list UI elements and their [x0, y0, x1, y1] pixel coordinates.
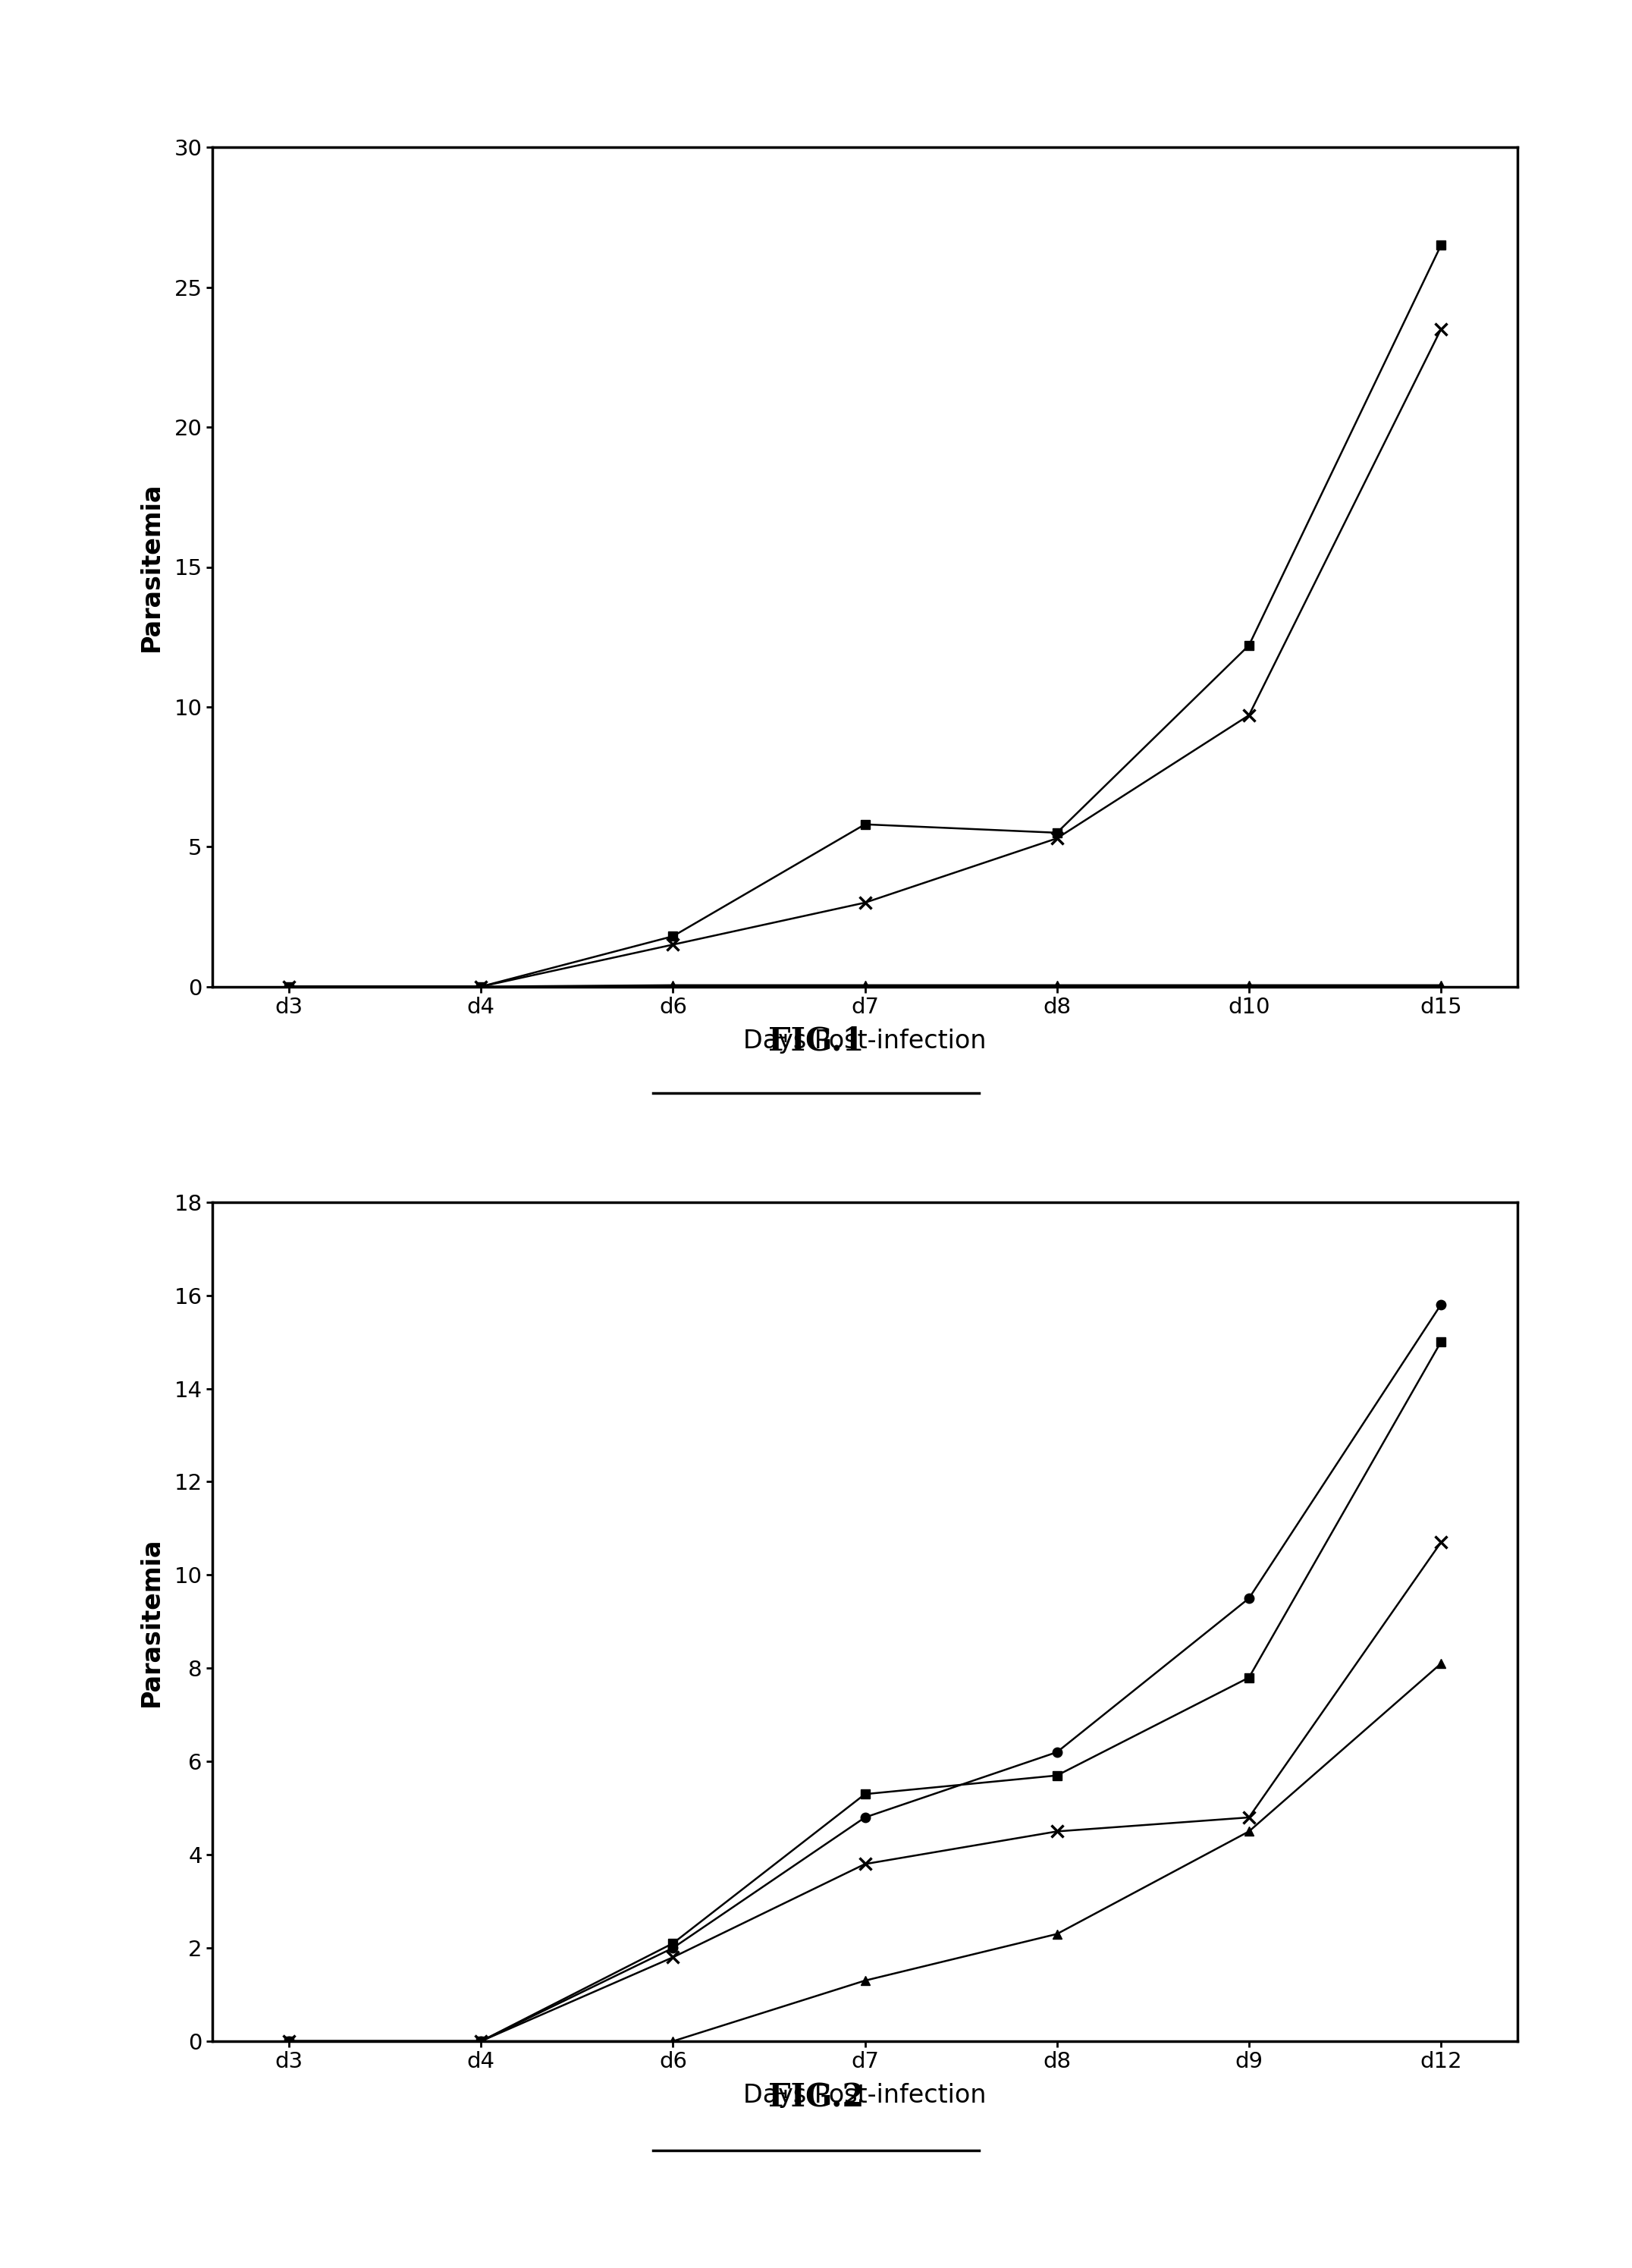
X-axis label: Days Post-infection: Days Post-infection	[744, 1027, 986, 1052]
Y-axis label: Parasitemia: Parasitemia	[139, 1538, 163, 1706]
Text: FIG.2: FIG.2	[769, 2082, 863, 2114]
X-axis label: Days Post-infection: Days Post-infection	[744, 2082, 986, 2107]
Text: FIG.1: FIG.1	[769, 1025, 863, 1057]
Y-axis label: Parasitemia: Parasitemia	[139, 483, 163, 651]
